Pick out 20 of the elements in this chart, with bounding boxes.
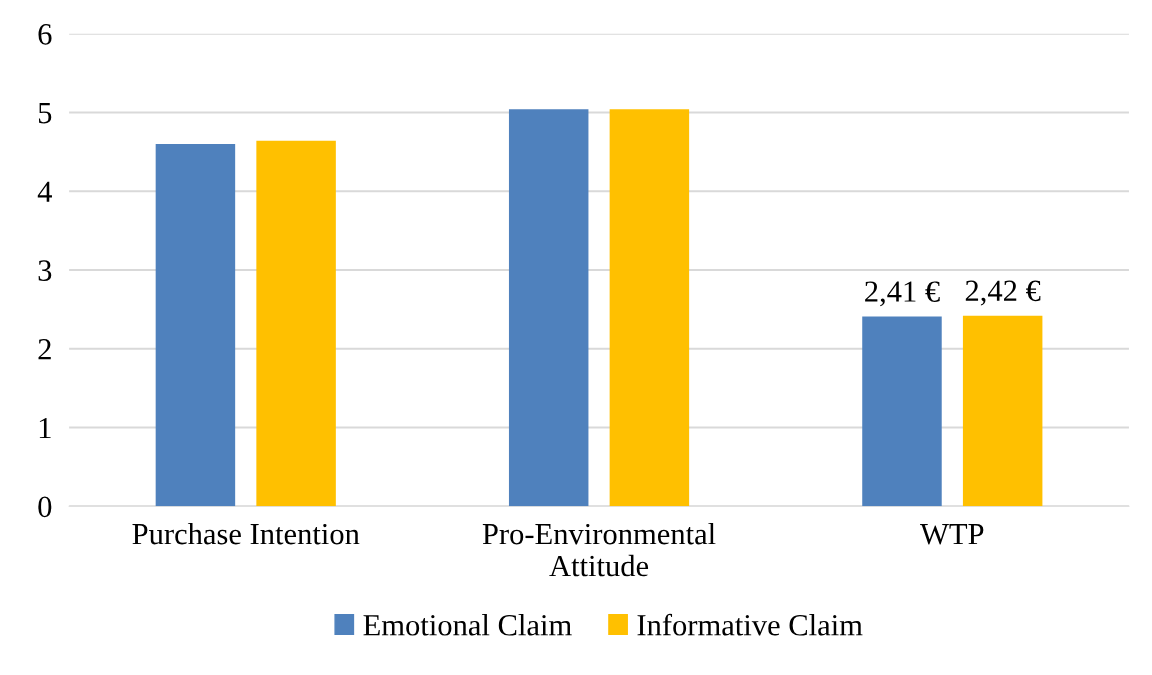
bar	[155, 144, 236, 507]
legend-label: Emotional Claim	[363, 614, 572, 636]
y-tick-label: 6	[38, 24, 52, 45]
y-tick-label: 3	[38, 260, 52, 281]
bar	[256, 140, 336, 507]
y-tick-label: 2	[38, 339, 51, 360]
x-tick-label: Pro-Environmental Attitude	[482, 522, 716, 577]
bar	[862, 316, 942, 507]
y-tick-label: 5	[38, 103, 52, 124]
data-label: 2,41 €	[865, 281, 940, 307]
bar	[609, 109, 690, 507]
y-tick-label: 1	[39, 417, 51, 439]
y-tick-label: 4	[37, 181, 52, 202]
x-tick-label: WTP	[920, 524, 984, 545]
legend-label: Informative Claim	[637, 613, 863, 636]
bar	[962, 315, 1043, 507]
x-tick-label: Purchase Intention	[132, 522, 360, 545]
y-tick-label: 0	[38, 496, 52, 518]
data-label: 2,42 €	[965, 280, 1041, 306]
bar	[508, 109, 589, 507]
